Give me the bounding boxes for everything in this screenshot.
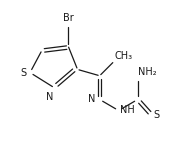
Text: S: S	[153, 110, 160, 120]
Text: NH₂: NH₂	[139, 66, 157, 76]
Text: N: N	[88, 95, 96, 104]
Text: NH: NH	[120, 105, 135, 115]
Text: Br: Br	[63, 13, 73, 23]
Text: S: S	[20, 68, 26, 78]
Text: N: N	[46, 92, 54, 102]
Text: CH₃: CH₃	[115, 51, 133, 61]
